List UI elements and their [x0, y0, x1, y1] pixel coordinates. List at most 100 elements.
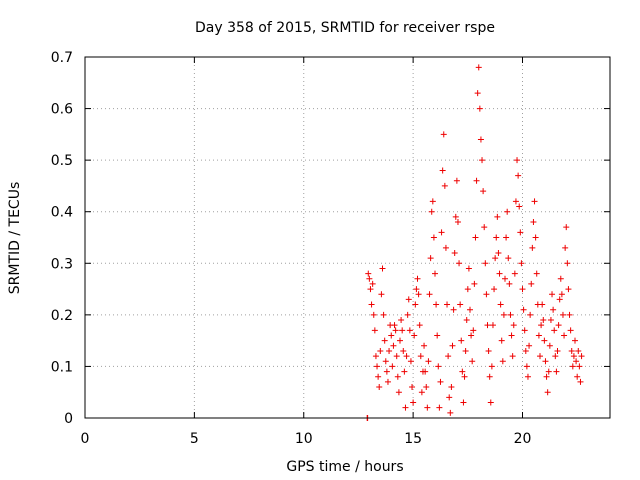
- data-point: [406, 327, 413, 334]
- data-point: [398, 317, 405, 324]
- data-point: [418, 389, 425, 396]
- data-point: [368, 301, 375, 308]
- data-point: [437, 378, 444, 385]
- data-point: [570, 353, 577, 360]
- data-point: [462, 347, 469, 354]
- data-point: [382, 358, 389, 365]
- data-point: [427, 255, 434, 262]
- data-point: [551, 327, 558, 334]
- data-point: [474, 90, 481, 97]
- data-point: [461, 373, 468, 380]
- data-point: [415, 291, 422, 298]
- data-point: [510, 322, 517, 329]
- data-point: [544, 389, 551, 396]
- data-point: [381, 337, 388, 344]
- data-point: [488, 363, 495, 370]
- data-point: [416, 322, 423, 329]
- data-point: [440, 131, 447, 138]
- data-point: [450, 306, 457, 313]
- data-point: [412, 301, 419, 308]
- data-point: [433, 301, 440, 308]
- data-point: [467, 306, 473, 313]
- data-point: [554, 347, 561, 354]
- data-point: [441, 182, 448, 189]
- data-point: [531, 198, 538, 205]
- data-point: [535, 332, 542, 339]
- data-point: [526, 342, 533, 349]
- x-axis-label: GPS time / hours: [286, 459, 403, 475]
- data-point: [575, 347, 582, 354]
- data-point: [558, 291, 565, 298]
- y-tick-label: 0.5: [51, 153, 73, 169]
- data-point: [425, 358, 432, 365]
- data-point: [549, 291, 556, 298]
- data-point: [509, 353, 516, 360]
- data-point: [502, 275, 508, 282]
- data-point: [545, 368, 552, 375]
- data-point: [556, 296, 563, 303]
- data-point: [508, 332, 515, 339]
- data-point: [480, 188, 487, 195]
- data-point: [516, 203, 523, 210]
- data-point: [410, 399, 417, 406]
- data-point: [499, 358, 506, 365]
- data-point: [538, 322, 545, 329]
- data-point: [541, 337, 548, 344]
- data-point: [567, 327, 574, 334]
- data-point: [401, 368, 408, 375]
- data-point: [473, 177, 480, 184]
- data-point: [493, 234, 500, 241]
- data-point: [547, 317, 554, 324]
- data-point: [507, 311, 514, 318]
- data-point: [504, 208, 511, 215]
- data-point: [386, 347, 393, 354]
- data-point: [530, 219, 537, 226]
- data-point: [463, 317, 470, 324]
- data-point: [383, 368, 390, 375]
- data-point: [375, 373, 382, 380]
- plot-frame: [84, 56, 611, 419]
- data-point: [374, 363, 381, 370]
- data-point: [469, 358, 476, 365]
- data-point: [367, 286, 374, 293]
- data-point: [428, 208, 435, 215]
- data-point: [537, 353, 543, 360]
- data-point: [472, 234, 479, 241]
- data-point: [492, 255, 499, 262]
- data-point: [553, 368, 560, 375]
- data-point: [562, 244, 569, 251]
- data-point: [435, 363, 442, 370]
- data-point: [496, 270, 503, 277]
- data-point: [432, 270, 438, 277]
- data-point: [561, 332, 568, 339]
- x-tick-label: 5: [190, 431, 199, 447]
- data-point: [447, 409, 454, 416]
- data-point: [391, 322, 398, 329]
- data-point: [460, 399, 467, 406]
- data-points: [364, 64, 585, 421]
- data-point: [399, 327, 406, 334]
- data-point: [439, 167, 446, 174]
- data-point: [452, 213, 459, 220]
- data-point: [542, 358, 549, 365]
- data-point: [397, 337, 403, 344]
- data-point: [527, 311, 534, 318]
- data-point: [413, 286, 420, 293]
- data-point: [380, 311, 387, 318]
- data-point: [563, 224, 570, 231]
- data-point: [444, 301, 451, 308]
- data-point: [523, 363, 530, 370]
- data-point: [384, 378, 391, 385]
- data-point: [485, 347, 492, 354]
- data-point: [517, 229, 524, 236]
- data-point: [403, 353, 410, 360]
- data-point: [417, 353, 424, 360]
- chart-title: Day 358 of 2015, SRMTID for receiver rsp…: [195, 20, 495, 36]
- data-point: [500, 311, 507, 318]
- data-point: [555, 322, 562, 329]
- data-point: [566, 311, 573, 318]
- data-point: [506, 280, 513, 287]
- data-point: [533, 270, 540, 277]
